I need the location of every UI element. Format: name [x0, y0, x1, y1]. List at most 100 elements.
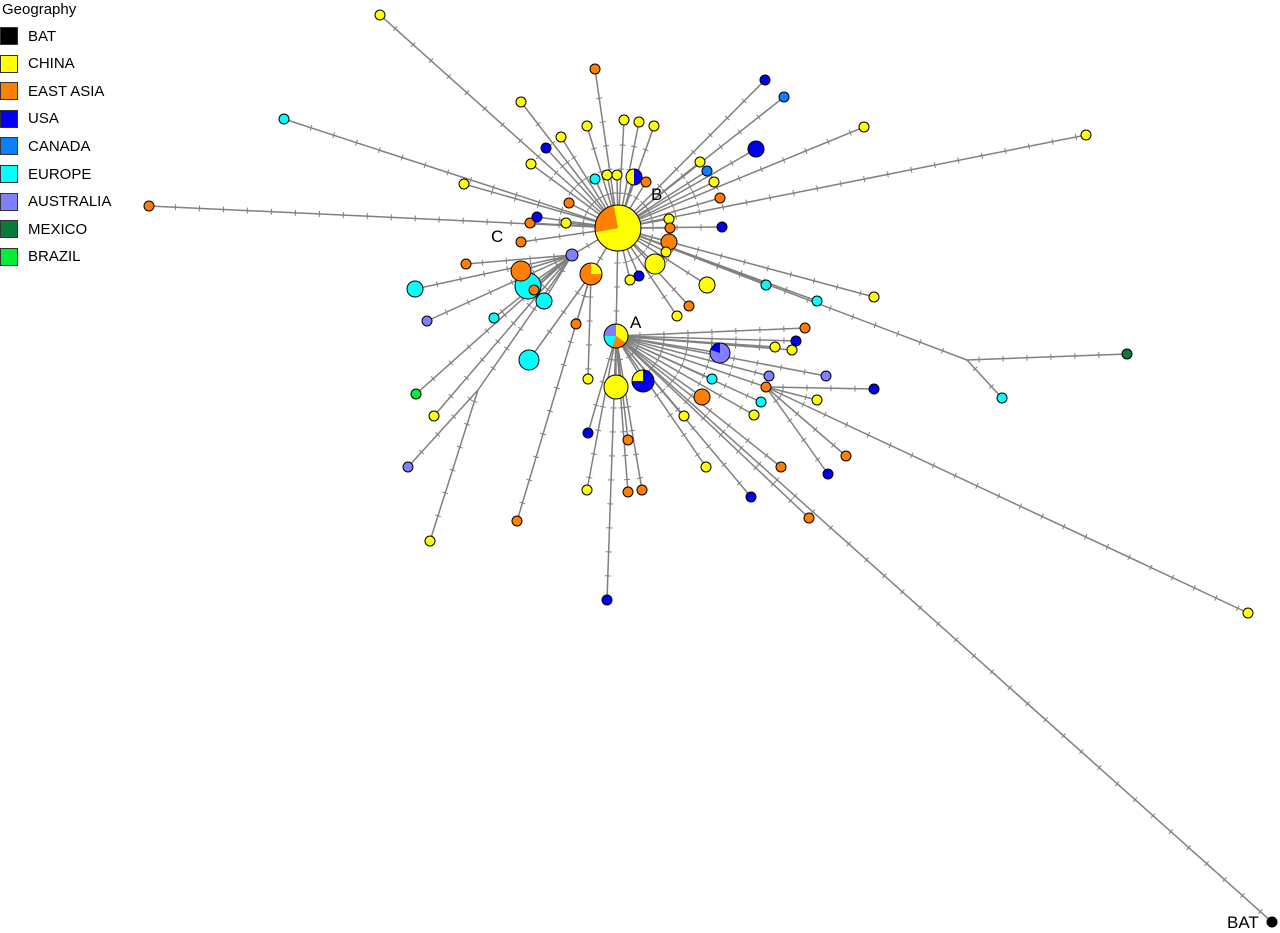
mutation-tick [632, 453, 640, 456]
haplotype-node [528, 284, 540, 296]
node-circle [708, 176, 720, 188]
haplotype-node [563, 197, 575, 209]
mutation-tick [971, 653, 977, 659]
node-circle [858, 121, 870, 133]
mutation-tick [355, 139, 358, 146]
node-circle [683, 300, 695, 312]
node-circle [460, 258, 472, 270]
edge [966, 353, 1128, 361]
haplotype-node [625, 168, 643, 186]
mutation-tick [495, 339, 501, 344]
haplotype-node [700, 461, 712, 473]
node-circle [622, 434, 634, 446]
mutation-tick [800, 437, 807, 443]
mutation-tick [392, 26, 398, 32]
mutation-tick [309, 124, 313, 131]
mutation-tick [585, 242, 590, 249]
mutation-tick [657, 352, 662, 359]
mutation-tick [739, 404, 743, 411]
node-circle [775, 461, 787, 473]
mutation-tick [1040, 513, 1044, 520]
edge [520, 101, 619, 229]
mutation-tick [518, 138, 523, 144]
mutation-tick [506, 265, 509, 273]
mutation-tick [682, 356, 686, 363]
mutation-tick [590, 147, 597, 150]
mutation-tick [560, 363, 567, 367]
haplotype-node [759, 74, 771, 86]
mutation-tick [1204, 861, 1210, 867]
mutation-tick [535, 121, 541, 127]
haplotype-node [820, 370, 832, 382]
mutation-tick [773, 398, 779, 403]
mutation-tick [510, 321, 517, 326]
node-circle [663, 213, 675, 225]
mutation-tick [636, 476, 644, 479]
mutation-tick [754, 369, 757, 376]
edge [617, 126, 865, 229]
node-circle [790, 335, 802, 347]
mutation-tick [996, 493, 1001, 500]
mutation-tick [873, 322, 877, 329]
mutation-tick [631, 349, 637, 355]
mutation-tick [816, 185, 819, 192]
mutation-tick [674, 166, 679, 172]
mutation-tick [975, 482, 979, 489]
edge [617, 134, 1087, 229]
haplotype-node [633, 116, 645, 128]
mutation-tick [729, 160, 734, 166]
mutation-tick [464, 90, 470, 96]
mutation-tick [863, 176, 866, 183]
edge [765, 386, 847, 457]
haplotype-node [374, 9, 386, 21]
mutation-tick [839, 180, 842, 187]
haplotype-node [535, 292, 553, 310]
haplotype-node [560, 217, 572, 229]
mutation-tick [1007, 685, 1013, 691]
haplotype-node [778, 91, 790, 103]
haplotype-node [775, 461, 787, 473]
legend-label: AUSTRALIA [28, 193, 112, 211]
node-circle [745, 491, 757, 503]
mutation-tick [435, 432, 441, 437]
mutation-tick [504, 346, 510, 351]
node-circle [518, 349, 540, 371]
node-circle [625, 168, 643, 186]
mutation-tick [931, 462, 936, 469]
mutation-tick [803, 368, 806, 375]
mutation-tick [599, 121, 606, 124]
node-circle [763, 370, 775, 382]
haplotype-node [709, 342, 731, 364]
edge [586, 335, 617, 491]
mutation-tick [667, 195, 672, 202]
mutation-tick [540, 432, 547, 436]
legend-swatch [0, 27, 18, 45]
mutation-tick [596, 97, 603, 100]
mutation-tick [705, 444, 712, 449]
mutation-tick [759, 166, 763, 173]
haplotype-node [531, 211, 543, 223]
legend-swatch [0, 220, 18, 239]
haplotype-node [589, 63, 601, 75]
mutation-tick [1222, 877, 1227, 883]
node-circle [701, 165, 713, 177]
haplotype-node [868, 291, 880, 303]
mutation-tick [638, 337, 641, 344]
haplotype-node [143, 200, 155, 212]
edge [528, 273, 592, 361]
mutation-tick [851, 313, 855, 320]
mutation-tick [750, 379, 754, 386]
mutation-tick [448, 393, 454, 399]
mutation-tick [519, 501, 526, 505]
mutation-tick [599, 405, 606, 408]
node-circle [755, 396, 767, 408]
node-circle [143, 200, 155, 212]
mutation-tick [1096, 765, 1102, 771]
haplotype-node [515, 96, 527, 108]
haplotype-node [515, 236, 527, 248]
mutation-tick [534, 236, 537, 243]
node-circle [760, 279, 772, 291]
mutation-tick [741, 98, 747, 104]
mutation-tick [622, 260, 629, 264]
mutation-tick [597, 170, 604, 173]
